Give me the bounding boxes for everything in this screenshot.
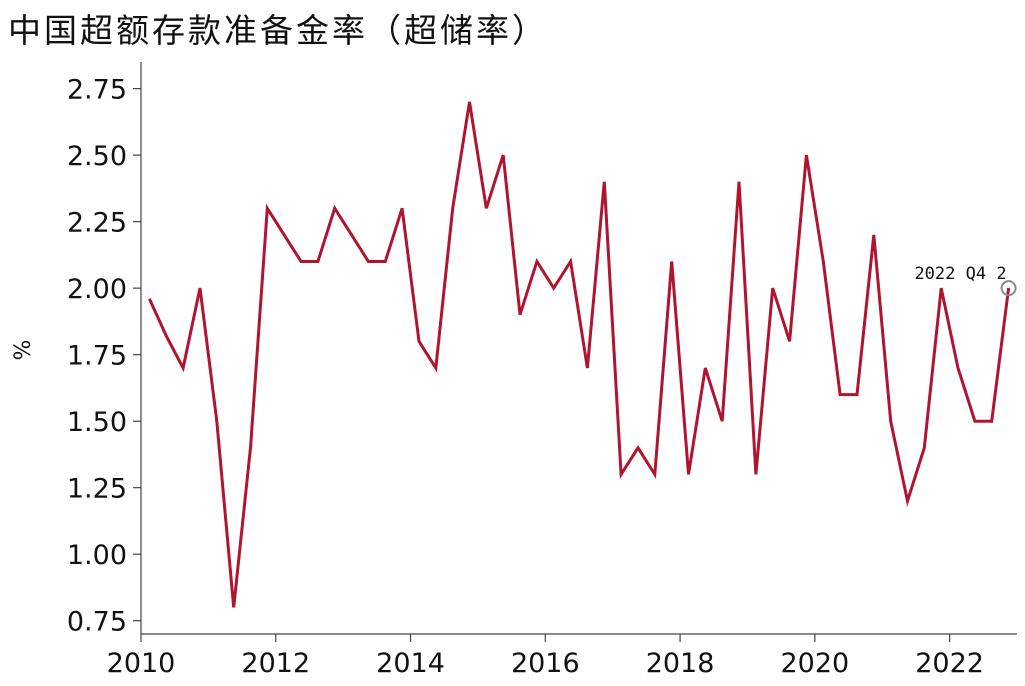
plot-area: 2022 Q4 2 [148,101,1017,608]
y-tick-label: 2.25 [67,208,127,239]
y-axis: 0.75 1.00 1.25 1.50 1.75 2.00 2.25 2.50 2.75 [67,62,142,638]
y-tick-label: 2.50 [67,141,127,172]
y-tick-label: 1.25 [67,474,127,505]
highlight-marker [1000,280,1017,297]
y-tick-label: 1.50 [67,407,127,438]
y-tick-label: 2.75 [67,75,127,106]
x-axis: 2010 2012 2014 2016 2018 2020 2022 [107,633,1017,679]
x-tick-label: 2022 [915,648,984,679]
x-tick-label: 2020 [780,648,849,679]
y-axis-label: % [11,340,36,361]
annotation-label: 2022 Q4 2 [914,264,1006,284]
x-tick-label: 2018 [646,648,715,679]
y-tick-label: 1.00 [67,540,127,571]
y-tick-label: 1.75 [67,341,127,372]
chart-title: 中国超额存款准备金率（超储率） [8,11,548,50]
y-tick-label: 0.75 [67,607,127,638]
x-tick-label: 2016 [511,648,580,679]
x-tick-label: 2010 [107,648,176,679]
series-line [148,101,1011,608]
x-tick-label: 2012 [241,648,310,679]
y-tick-label: 2.00 [67,274,127,305]
x-tick-label: 2014 [376,648,445,679]
